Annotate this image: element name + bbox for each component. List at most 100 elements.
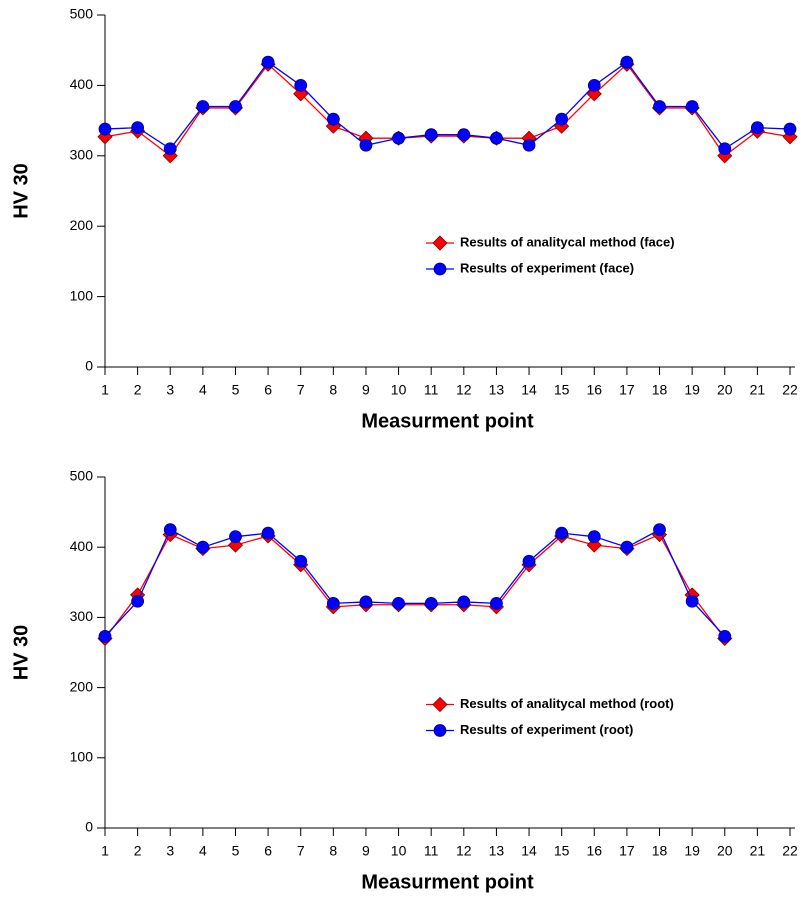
x-tick-label: 10 [391, 843, 407, 859]
x-tick-label: 11 [424, 843, 439, 859]
marker-circle [98, 629, 112, 643]
y-tick-label: 200 [70, 217, 94, 233]
marker-circle [229, 100, 242, 113]
marker-circle [587, 530, 601, 544]
y-tick-label: 300 [70, 608, 94, 624]
x-tick-label: 22 [782, 382, 798, 398]
x-tick-label: 12 [456, 382, 472, 398]
marker-circle [490, 131, 503, 145]
y-tick-label: 100 [70, 287, 94, 303]
marker-circle [433, 724, 447, 737]
x-tick-label: 1 [101, 843, 109, 859]
y-axis-label: HV 30 [10, 625, 32, 681]
marker-circle [783, 122, 797, 136]
y-tick-label: 500 [70, 6, 94, 22]
y-tick-label: 0 [85, 358, 93, 374]
marker-diamond [432, 696, 448, 713]
x-axis-label: Measurment point [361, 871, 534, 893]
x-tick-label: 5 [232, 382, 240, 398]
marker-circle [685, 100, 699, 113]
legend-label: Results of analitycal method (root) [460, 696, 674, 711]
x-tick-label: 14 [521, 843, 537, 859]
marker-circle [229, 530, 242, 544]
marker-circle [326, 596, 340, 610]
x-tick-label: 2 [134, 382, 142, 398]
x-tick-label: 12 [456, 843, 472, 859]
x-axis-label: Measurment point [361, 410, 534, 432]
x-tick-label: 6 [264, 382, 272, 398]
y-tick-label: 0 [85, 819, 93, 835]
y-tick-label: 100 [70, 749, 94, 765]
marker-circle [718, 142, 732, 156]
marker-circle [392, 596, 405, 610]
x-tick-label: 8 [329, 843, 337, 859]
x-tick-label: 19 [684, 382, 700, 398]
x-tick-label: 3 [166, 382, 174, 398]
y-tick-label: 500 [70, 468, 94, 484]
marker-circle [457, 128, 471, 142]
x-tick-label: 10 [391, 382, 407, 398]
x-tick-label: 15 [554, 843, 570, 859]
x-tick-label: 21 [750, 843, 766, 859]
x-tick-label: 13 [489, 382, 505, 398]
x-tick-label: 8 [329, 382, 337, 398]
x-tick-label: 17 [619, 843, 635, 859]
y-tick-label: 300 [70, 147, 94, 163]
marker-circle [326, 112, 340, 126]
y-tick-label: 200 [70, 678, 94, 694]
series-line [104, 63, 791, 157]
x-tick-label: 4 [199, 382, 207, 398]
marker-circle [131, 594, 145, 608]
x-tick-label: 16 [586, 382, 602, 398]
marker-circle [587, 79, 601, 92]
marker-circle [750, 121, 764, 135]
marker-circle [163, 142, 177, 156]
x-tick-label: 22 [782, 843, 798, 859]
legend-label: Results of analitycal method (face) [460, 234, 675, 249]
marker-circle [653, 100, 666, 113]
x-tick-label: 1 [101, 382, 109, 398]
x-tick-label: 2 [134, 843, 142, 859]
marker-circle [522, 138, 536, 152]
x-tick-label: 9 [362, 843, 370, 859]
x-tick-label: 6 [264, 843, 272, 859]
x-tick-label: 4 [199, 843, 207, 859]
marker-circle [98, 122, 112, 136]
marker-circle [620, 540, 634, 554]
x-tick-label: 18 [652, 843, 668, 859]
x-tick-label: 9 [362, 382, 370, 398]
x-tick-label: 15 [554, 382, 570, 398]
marker-circle [457, 595, 471, 609]
series-line [104, 61, 791, 150]
x-tick-label: 20 [717, 843, 733, 859]
x-tick-label: 14 [521, 382, 537, 398]
x-tick-label: 18 [652, 382, 668, 398]
marker-circle [359, 138, 373, 152]
marker-circle [620, 55, 634, 69]
x-tick-label: 3 [166, 843, 174, 859]
marker-circle [490, 596, 503, 610]
marker-circle [555, 112, 569, 126]
y-tick-label: 400 [70, 538, 94, 554]
legend-label: Results of experiment (root) [460, 722, 633, 737]
marker-circle [424, 596, 438, 610]
x-tick-label: 11 [424, 382, 439, 398]
legend-label: Results of experiment (face) [460, 260, 634, 275]
x-tick-label: 13 [489, 843, 505, 859]
marker-diamond [432, 235, 448, 251]
marker-circle [718, 629, 732, 643]
marker-circle [392, 131, 405, 145]
marker-circle [359, 595, 373, 609]
marker-circle [261, 526, 275, 540]
y-axis-label: HV 30 [10, 163, 32, 219]
marker-circle [196, 540, 210, 554]
x-tick-label: 7 [297, 843, 305, 859]
x-tick-label: 5 [232, 843, 240, 859]
marker-circle [653, 523, 666, 537]
marker-circle [196, 100, 210, 113]
x-tick-label: 20 [717, 382, 733, 398]
marker-circle [294, 554, 308, 568]
x-tick-label: 16 [586, 843, 602, 859]
